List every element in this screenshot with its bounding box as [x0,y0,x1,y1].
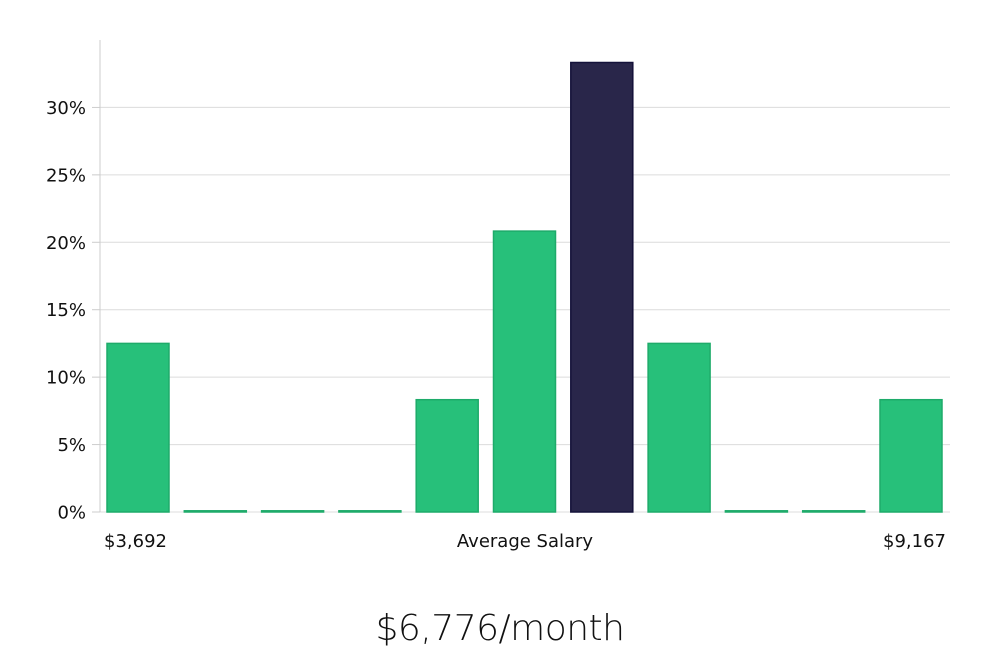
histogram-bar [879,398,943,513]
histogram-bar [492,230,557,513]
y-tick-label: 10% [46,368,86,389]
salary-histogram: 0% 5% 10% 15% 20% 25% 30% $3,692 Average Salar… [46,40,950,552]
bars [106,61,943,513]
x-axis-max-label: $9,167 [883,531,946,552]
histogram-bar [647,342,711,513]
x-axis-min-label: $3,692 [104,531,167,552]
y-tick-label: 25% [46,165,86,186]
y-axis-ticks: 0% 5% 10% 15% 20% 25% 30% [46,98,100,524]
y-tick-label: 30% [46,98,86,119]
histogram-bar-highlighted [570,61,634,513]
histogram-bar [801,510,866,513]
histogram-bar [338,510,402,513]
histogram-bar [724,510,789,513]
histogram-bar [260,510,325,513]
histogram-bar [106,342,170,513]
y-tick-label: 0% [57,503,86,524]
histogram-bar [183,510,248,513]
y-tick-label: 20% [46,233,86,254]
x-axis-title: Average Salary [457,531,594,552]
histogram-bar [415,398,479,513]
y-tick-label: 5% [57,435,86,456]
y-tick-label: 15% [46,300,86,321]
average-salary-headline: $6,776/month [375,608,625,649]
